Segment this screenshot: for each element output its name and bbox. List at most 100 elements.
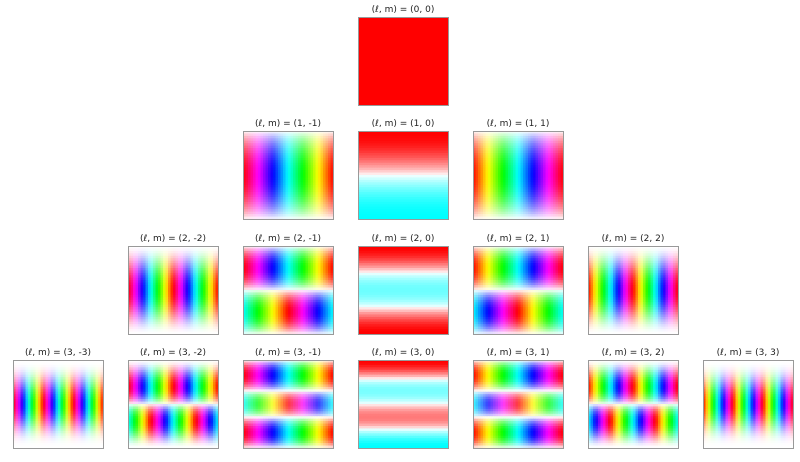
heatmap-cell: [513, 165, 517, 169]
heatmap-cell: [308, 157, 312, 161]
heatmap-cell: [415, 29, 419, 33]
heatmap-cell: [558, 197, 562, 201]
heatmap-cell: [365, 75, 369, 79]
heatmap-cell: [438, 65, 442, 69]
heatmap-cell: [368, 172, 372, 176]
heatmap-cell: [558, 189, 562, 193]
heatmap-cell: [323, 189, 327, 193]
heatmap-cell: [545, 167, 549, 171]
heatmap-cell: [373, 87, 377, 91]
heatmap-cell: [435, 201, 439, 205]
heatmap-cell: [398, 97, 402, 101]
heatmap-cell: [380, 167, 384, 171]
heatmap-cell: [403, 39, 407, 43]
heatmap-cell: [250, 175, 254, 179]
heatmap-cell: [403, 197, 407, 201]
heatmap-cell: [533, 153, 537, 157]
heatmap-cell: [413, 97, 417, 101]
heatmap-cell: [358, 133, 362, 137]
heatmap-cell: [403, 53, 407, 57]
heatmap-cell: [325, 206, 329, 210]
heatmap-cell: [313, 184, 317, 188]
heatmap-cell: [433, 87, 437, 91]
heatmap-cell: [305, 192, 309, 196]
heatmap-cell: [388, 53, 392, 57]
heatmap-cell: [293, 172, 297, 176]
heatmap-cell: [313, 201, 317, 205]
heatmap-cell: [548, 135, 552, 139]
heatmap-cell: [418, 53, 422, 57]
heatmap-cell: [415, 189, 419, 193]
heatmap-cell: [378, 187, 382, 191]
heatmap-cell: [380, 148, 384, 152]
heatmap-cell: [305, 133, 309, 137]
heatmap-cell: [423, 209, 427, 213]
heatmap-cell: [398, 73, 402, 77]
heatmap-cell: [375, 24, 379, 28]
heatmap-cell: [380, 21, 384, 25]
heatmap-cell: [393, 175, 397, 179]
heatmap-cell: [268, 170, 272, 174]
heatmap-cell: [330, 162, 333, 166]
heatmap-cell: [275, 216, 279, 219]
heatmap-cell: [258, 206, 262, 210]
heatmap-cell: [358, 138, 362, 142]
heatmap-cell: [375, 201, 379, 205]
heatmap-cell: [370, 165, 374, 169]
heatmap-cell: [375, 100, 379, 104]
heatmap-cell: [358, 184, 362, 188]
heatmap-cell: [523, 135, 527, 139]
heatmap-cell: [430, 153, 434, 157]
heatmap-cell: [310, 199, 314, 203]
heatmap-cell: [480, 145, 484, 149]
heatmap-cell: [383, 131, 387, 135]
heatmap-cell: [438, 157, 442, 161]
heatmap-cell: [358, 165, 362, 169]
heatmap-cell: [440, 192, 444, 196]
heatmap-cell: [425, 162, 429, 166]
heatmap-cell: [535, 177, 539, 181]
heatmap-cell: [405, 41, 409, 45]
heatmap-cell: [288, 157, 292, 161]
heatmap-cell: [495, 131, 499, 135]
heatmap-cell: [413, 187, 417, 191]
heatmap-cell: [430, 48, 434, 52]
heatmap-cell: [315, 192, 319, 196]
heatmap-cell: [365, 85, 369, 89]
heatmap-cell: [323, 175, 327, 179]
heatmap-cell: [395, 175, 399, 179]
heatmap-cell: [255, 131, 259, 135]
heatmap-cell: [443, 192, 447, 196]
heatmap-cell: [393, 51, 397, 55]
heatmap-cell: [410, 179, 414, 183]
heatmap-cell: [403, 187, 407, 191]
heatmap-cell: [500, 138, 504, 142]
heatmap-cell: [403, 153, 407, 157]
heatmap-cell: [413, 135, 417, 139]
heatmap-cell: [323, 206, 327, 210]
heatmap-cell: [525, 133, 529, 137]
heatmap-cell: [390, 83, 394, 87]
heatmap-cell: [385, 97, 389, 101]
heatmap-cell: [560, 199, 563, 203]
heatmap-cell: [420, 19, 424, 23]
heatmap-cell: [500, 153, 504, 157]
heatmap-cell: [540, 140, 544, 144]
heatmap-cell: [430, 155, 434, 159]
heatmap-cell: [373, 58, 377, 62]
heatmap-cell: [273, 148, 277, 152]
heatmap-cell: [545, 189, 549, 193]
heatmap-cell: [505, 179, 509, 183]
heatmap-cell: [543, 165, 547, 169]
heatmap-cell: [415, 131, 419, 135]
heatmap-cell: [413, 216, 417, 219]
heatmap-cell: [388, 100, 392, 104]
heatmap-cell: [268, 175, 272, 179]
heatmap-cell: [285, 214, 289, 218]
heatmap-cell: [268, 204, 272, 208]
heatmap-cell: [398, 43, 402, 47]
heatmap-cell: [425, 189, 429, 193]
heatmap-cell: [420, 214, 424, 218]
heatmap-cell: [520, 133, 524, 137]
heatmap-cell: [560, 138, 563, 142]
